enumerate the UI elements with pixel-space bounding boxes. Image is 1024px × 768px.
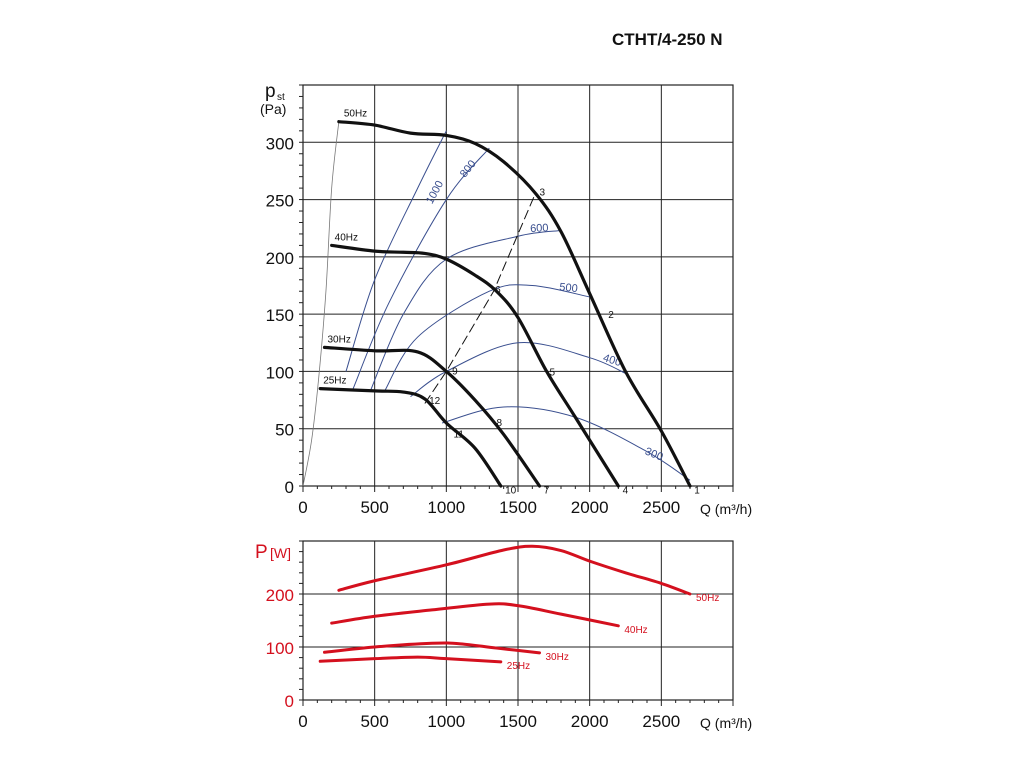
- y-tick-label: 300: [266, 134, 294, 153]
- efficiency-line: [345, 130, 447, 372]
- x-tick-label: 1000: [427, 712, 465, 731]
- curve-50Hz: [337, 544, 692, 596]
- efficiency-label: 600: [530, 222, 549, 235]
- curve-30Hz: [322, 345, 542, 488]
- operating-point-label: 12: [429, 396, 441, 407]
- system-curve: [424, 193, 536, 404]
- x-tick-label: 2500: [642, 498, 680, 517]
- operating-point-label: 1: [694, 485, 700, 496]
- series-label: 30Hz: [328, 334, 351, 345]
- operating-point-label: 11: [454, 429, 465, 440]
- series-label: 40Hz: [624, 625, 647, 636]
- efficiency-line: [384, 284, 590, 392]
- curve-40Hz: [330, 243, 620, 488]
- x-tick-label: 2000: [571, 712, 609, 731]
- y-tick-label: 0: [285, 478, 294, 497]
- y-tick-label: 0: [285, 692, 294, 711]
- x-tick-label: 0: [298, 498, 307, 517]
- operating-point-label: 8: [497, 418, 503, 429]
- curve-30Hz: [323, 641, 541, 655]
- operating-point-label: 2: [608, 310, 614, 321]
- x-tick-label: 0: [298, 712, 307, 731]
- x-tick-label: 1500: [499, 712, 537, 731]
- x-tick-label: 1000: [427, 498, 465, 517]
- efficiency-line: [410, 342, 629, 398]
- stall-line: [302, 121, 340, 487]
- y-tick-label: 200: [266, 586, 294, 605]
- operating-point-label: 6: [495, 285, 501, 296]
- operating-point-label: 9: [452, 366, 458, 377]
- y-tick-label: 50: [275, 421, 294, 440]
- x-tick-label: 2500: [642, 712, 680, 731]
- x-tick-label: 500: [360, 498, 388, 517]
- series-label: 50Hz: [696, 593, 719, 604]
- series-label: 50Hz: [344, 109, 367, 120]
- x-tick-label: 1500: [499, 498, 537, 517]
- curve-50Hz: [337, 120, 692, 488]
- operating-point-label: 10: [505, 485, 517, 496]
- x-axis-label: Q (m³/h): [700, 715, 752, 731]
- series-label: 30Hz: [546, 652, 569, 663]
- y-tick-label: 100: [266, 363, 294, 382]
- efficiency-label: 800: [458, 158, 479, 180]
- curve-25Hz: [318, 387, 503, 488]
- y-tick-label: 100: [266, 639, 294, 658]
- efficiency-label: 500: [559, 281, 579, 295]
- y-axis-label: P: [255, 542, 268, 563]
- series-label: 40Hz: [335, 232, 358, 243]
- operating-point-label: 3: [540, 188, 546, 199]
- operating-point-label: 7: [544, 485, 550, 496]
- y-axis-unit: (Pa): [260, 101, 286, 117]
- efficiency-label: 1000: [424, 179, 446, 206]
- chart-title: CTHT/4-250 N: [612, 30, 723, 49]
- series-label: 25Hz: [323, 376, 346, 387]
- series-label: 25Hz: [507, 661, 530, 672]
- y-tick-label: 250: [266, 192, 294, 211]
- operating-point-label: 5: [550, 367, 556, 378]
- efficiency-line: [369, 230, 562, 392]
- x-axis-label: Q (m³/h): [700, 501, 752, 517]
- y-axis-label-sub: st: [277, 92, 285, 103]
- x-tick-label: 2000: [571, 498, 609, 517]
- y-axis-label: p: [265, 81, 276, 102]
- curve-25Hz: [318, 655, 503, 664]
- operating-point-label: 4: [623, 485, 629, 496]
- x-tick-label: 500: [360, 712, 388, 731]
- curve-40Hz: [330, 602, 620, 628]
- y-axis-unit: [W]: [270, 545, 291, 561]
- y-tick-label: 200: [266, 249, 294, 268]
- y-tick-label: 150: [266, 306, 294, 325]
